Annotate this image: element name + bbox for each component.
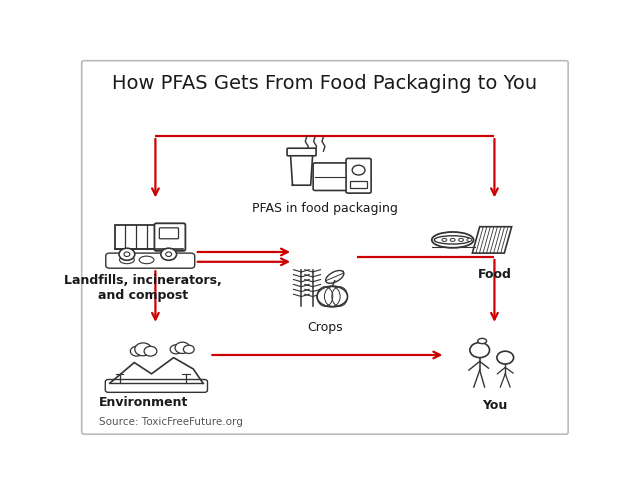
- FancyBboxPatch shape: [351, 181, 366, 188]
- FancyBboxPatch shape: [159, 228, 179, 239]
- Circle shape: [135, 343, 152, 356]
- Text: Food: Food: [477, 268, 512, 281]
- Circle shape: [131, 346, 143, 356]
- FancyBboxPatch shape: [115, 225, 157, 249]
- Ellipse shape: [432, 232, 474, 248]
- Ellipse shape: [478, 339, 486, 343]
- Ellipse shape: [442, 239, 447, 242]
- Circle shape: [124, 252, 130, 256]
- Text: Landfills, incinerators,
and compost: Landfills, incinerators, and compost: [64, 274, 222, 302]
- Ellipse shape: [450, 239, 455, 242]
- Circle shape: [353, 165, 365, 175]
- Polygon shape: [472, 227, 512, 253]
- Text: Environment: Environment: [98, 396, 188, 410]
- FancyBboxPatch shape: [105, 379, 207, 392]
- Ellipse shape: [458, 239, 463, 242]
- Circle shape: [119, 248, 135, 260]
- FancyBboxPatch shape: [155, 223, 185, 251]
- Ellipse shape: [467, 239, 472, 242]
- Circle shape: [183, 345, 194, 353]
- Circle shape: [470, 343, 489, 358]
- FancyBboxPatch shape: [346, 158, 371, 193]
- Circle shape: [144, 346, 157, 356]
- FancyBboxPatch shape: [313, 163, 348, 191]
- Ellipse shape: [120, 256, 134, 264]
- Text: PFAS in food packaging: PFAS in food packaging: [252, 202, 398, 215]
- Ellipse shape: [139, 256, 154, 264]
- Circle shape: [165, 252, 172, 256]
- FancyBboxPatch shape: [106, 253, 195, 268]
- Ellipse shape: [317, 286, 347, 307]
- Circle shape: [161, 248, 176, 260]
- Circle shape: [175, 342, 190, 353]
- FancyBboxPatch shape: [287, 148, 316, 156]
- Circle shape: [170, 345, 182, 354]
- Circle shape: [497, 351, 514, 364]
- Text: Crops: Crops: [307, 321, 343, 334]
- Text: How PFAS Gets From Food Packaging to You: How PFAS Gets From Food Packaging to You: [112, 74, 538, 93]
- Text: Source: ToxicFreeFuture.org: Source: ToxicFreeFuture.org: [99, 416, 243, 427]
- FancyBboxPatch shape: [82, 61, 568, 434]
- Text: You: You: [482, 399, 507, 412]
- Ellipse shape: [434, 236, 471, 244]
